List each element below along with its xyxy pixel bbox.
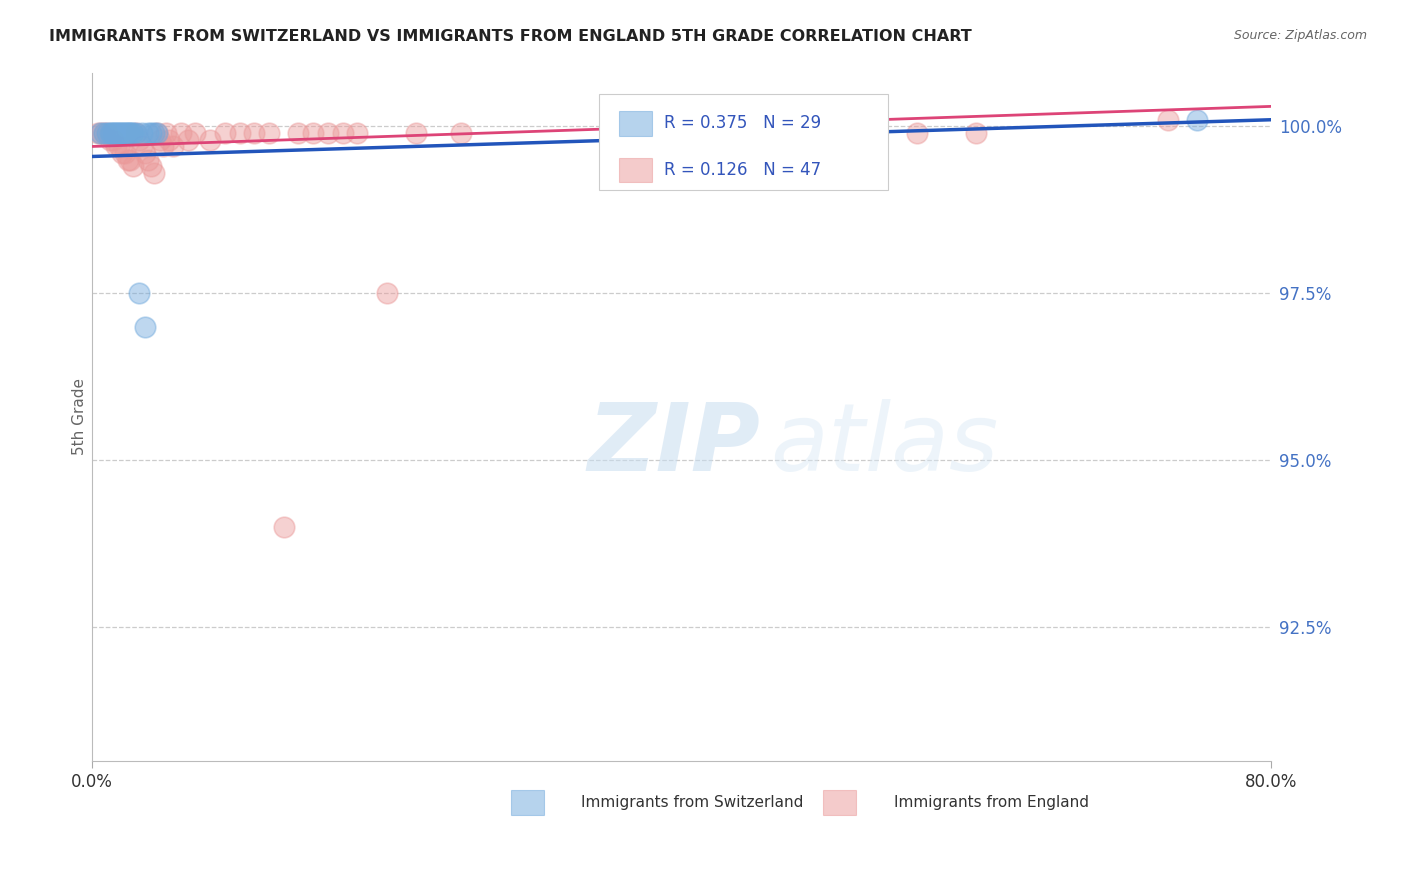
FancyBboxPatch shape — [599, 94, 889, 190]
Point — [198, 133, 221, 147]
Bar — [823, 790, 856, 814]
Point — [107, 139, 129, 153]
Point — [157, 133, 180, 147]
Point — [108, 126, 131, 140]
Point — [118, 126, 141, 140]
Point — [375, 286, 398, 301]
Point — [120, 126, 142, 140]
Point — [744, 126, 766, 140]
Point — [125, 126, 148, 140]
Point — [302, 126, 325, 140]
Point — [107, 126, 129, 140]
Point — [93, 126, 115, 140]
Point — [96, 126, 118, 140]
Point — [134, 146, 156, 161]
Point — [100, 126, 122, 140]
Point — [131, 126, 153, 140]
Point — [146, 126, 169, 140]
Point — [162, 139, 184, 153]
Text: R = 0.126   N = 47: R = 0.126 N = 47 — [664, 161, 821, 179]
Point — [139, 126, 162, 140]
Point — [125, 126, 148, 140]
Point — [450, 126, 472, 140]
Point — [287, 126, 309, 140]
Point — [104, 139, 127, 153]
Point — [149, 133, 172, 147]
Point — [128, 286, 150, 301]
Point — [143, 126, 166, 140]
Point — [152, 139, 174, 153]
Point — [316, 126, 339, 140]
Point — [89, 126, 111, 140]
Point — [117, 126, 139, 140]
Point — [117, 153, 139, 167]
Point — [214, 126, 236, 140]
Point — [1157, 112, 1180, 127]
Point — [111, 146, 134, 161]
Point — [136, 126, 159, 140]
Point — [101, 126, 124, 140]
Point — [228, 126, 250, 140]
Text: Immigrants from England: Immigrants from England — [894, 795, 1088, 810]
Text: R = 0.375   N = 29: R = 0.375 N = 29 — [664, 114, 821, 132]
Point — [96, 126, 118, 140]
Point — [111, 126, 134, 140]
Point — [115, 126, 138, 140]
Text: ZIP: ZIP — [588, 399, 761, 491]
Point — [257, 126, 280, 140]
Bar — [510, 790, 544, 814]
Point — [128, 133, 150, 147]
Point — [114, 146, 136, 161]
Point — [98, 126, 121, 140]
Bar — [619, 158, 652, 182]
Point — [114, 126, 136, 140]
Point — [120, 153, 142, 167]
Text: Source: ZipAtlas.com: Source: ZipAtlas.com — [1233, 29, 1367, 42]
Point — [273, 520, 295, 534]
Point — [134, 319, 156, 334]
Point — [965, 126, 987, 140]
Point — [136, 153, 159, 167]
Point — [332, 126, 354, 140]
Point — [101, 133, 124, 147]
Point — [93, 126, 115, 140]
Point — [405, 126, 427, 140]
Point — [103, 126, 125, 140]
Point — [243, 126, 266, 140]
Point — [122, 126, 145, 140]
Point — [139, 160, 162, 174]
Point — [122, 160, 145, 174]
Point — [169, 126, 191, 140]
Point — [177, 133, 200, 147]
Point — [131, 139, 153, 153]
Bar — [619, 111, 652, 136]
Point — [121, 126, 143, 140]
Point — [346, 126, 368, 140]
Y-axis label: 5th Grade: 5th Grade — [72, 378, 87, 456]
Point — [907, 126, 929, 140]
Text: Immigrants from Switzerland: Immigrants from Switzerland — [582, 795, 804, 810]
Point — [105, 126, 128, 140]
Point — [104, 126, 127, 140]
Point — [155, 126, 177, 140]
Point — [98, 133, 121, 147]
Point — [146, 126, 169, 140]
Point — [90, 126, 112, 140]
Point — [143, 166, 166, 180]
Point — [1187, 112, 1209, 127]
Text: atlas: atlas — [770, 399, 998, 490]
Point — [112, 126, 135, 140]
Point — [87, 126, 110, 140]
Text: IMMIGRANTS FROM SWITZERLAND VS IMMIGRANTS FROM ENGLAND 5TH GRADE CORRELATION CHA: IMMIGRANTS FROM SWITZERLAND VS IMMIGRANT… — [49, 29, 972, 44]
Point — [184, 126, 207, 140]
